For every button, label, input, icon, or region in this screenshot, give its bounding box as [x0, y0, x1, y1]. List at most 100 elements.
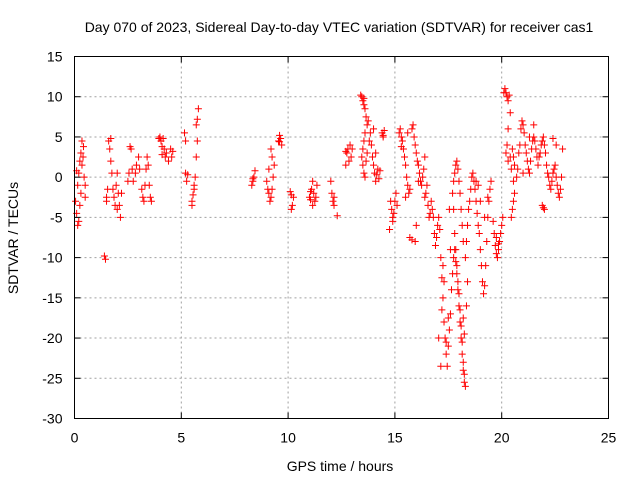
data-point	[494, 240, 502, 248]
data-point	[250, 173, 258, 181]
data-point	[465, 205, 473, 213]
data-point	[263, 177, 271, 185]
data-point	[362, 113, 370, 121]
data-point	[461, 254, 469, 262]
data-point	[78, 137, 86, 145]
data-point	[489, 217, 497, 225]
data-point	[113, 169, 121, 177]
x-tick-label: 10	[280, 430, 296, 446]
data-point	[265, 165, 273, 173]
data-point	[476, 246, 484, 254]
data-point	[106, 145, 114, 153]
data-point	[532, 145, 540, 153]
data-point	[454, 286, 462, 294]
data-point	[193, 115, 201, 123]
data-point	[412, 149, 420, 157]
data-point	[140, 197, 148, 205]
data-point	[525, 133, 533, 141]
data-point	[451, 229, 459, 237]
data-point	[362, 157, 370, 165]
data-point	[194, 105, 202, 113]
data-point	[468, 173, 476, 181]
data-point	[81, 181, 89, 189]
x-tick-label: 15	[387, 430, 403, 446]
data-point	[459, 314, 467, 322]
data-point	[553, 181, 561, 189]
data-point	[168, 153, 176, 161]
data-point	[144, 161, 152, 169]
data-point	[511, 189, 519, 197]
data-point	[427, 197, 435, 205]
data-point	[504, 125, 512, 133]
data-point	[452, 161, 460, 169]
data-point	[539, 133, 547, 141]
y-tick-label: -20	[42, 330, 62, 346]
data-point	[359, 161, 367, 169]
data-point	[267, 145, 275, 153]
data-point	[162, 149, 170, 157]
data-point	[357, 91, 365, 99]
data-point	[268, 185, 276, 193]
axes: 0 5 10 15 20 25 15 10 5 0 -5 -10 -15 -20 -25 -30	[42, 49, 616, 446]
data-point	[77, 149, 85, 157]
data-point	[459, 358, 467, 366]
data-point	[192, 121, 200, 129]
data-point	[507, 213, 515, 221]
data-point	[376, 167, 384, 175]
data-point	[346, 141, 354, 149]
data-point	[359, 145, 367, 153]
y-tick-label: -5	[50, 209, 63, 225]
data-point	[457, 334, 465, 342]
data-point	[456, 189, 464, 197]
data-point	[485, 197, 493, 205]
data-point	[269, 173, 277, 181]
data-point	[367, 141, 375, 149]
data-point	[492, 250, 500, 258]
data-point	[549, 169, 557, 177]
data-point	[365, 137, 373, 145]
data-point	[492, 234, 500, 241]
data-point	[404, 129, 412, 137]
data-point	[368, 153, 376, 161]
data-point	[147, 197, 155, 205]
y-tick-label: -10	[42, 250, 62, 266]
data-point	[540, 205, 548, 213]
data-point	[190, 185, 198, 193]
data-point	[389, 213, 397, 221]
y-tick-label: 10	[47, 89, 63, 105]
data-point	[192, 153, 200, 161]
data-points	[72, 85, 567, 390]
data-point	[552, 141, 560, 149]
data-point	[146, 193, 154, 201]
data-point	[276, 138, 284, 146]
data-point	[128, 165, 136, 173]
data-point	[414, 177, 422, 185]
data-point	[422, 189, 430, 197]
data-point	[428, 205, 436, 213]
data-point	[72, 197, 80, 205]
data-point	[363, 149, 371, 157]
data-point	[276, 131, 284, 139]
data-point	[406, 185, 414, 193]
data-point	[472, 177, 480, 185]
data-point	[555, 193, 563, 201]
data-point	[360, 101, 368, 109]
data-point	[342, 147, 350, 155]
data-point	[370, 125, 378, 133]
data-point	[112, 181, 120, 189]
data-point	[444, 314, 452, 322]
data-point	[515, 149, 523, 157]
data-point	[525, 169, 533, 177]
data-point	[527, 157, 535, 165]
data-point	[408, 236, 416, 244]
data-point	[539, 204, 547, 212]
data-point	[471, 185, 479, 193]
data-point	[415, 169, 423, 177]
data-point	[456, 306, 464, 314]
data-point	[431, 242, 439, 250]
data-point	[520, 129, 528, 137]
data-point	[435, 334, 443, 342]
data-point	[543, 161, 551, 169]
data-point	[464, 278, 472, 286]
